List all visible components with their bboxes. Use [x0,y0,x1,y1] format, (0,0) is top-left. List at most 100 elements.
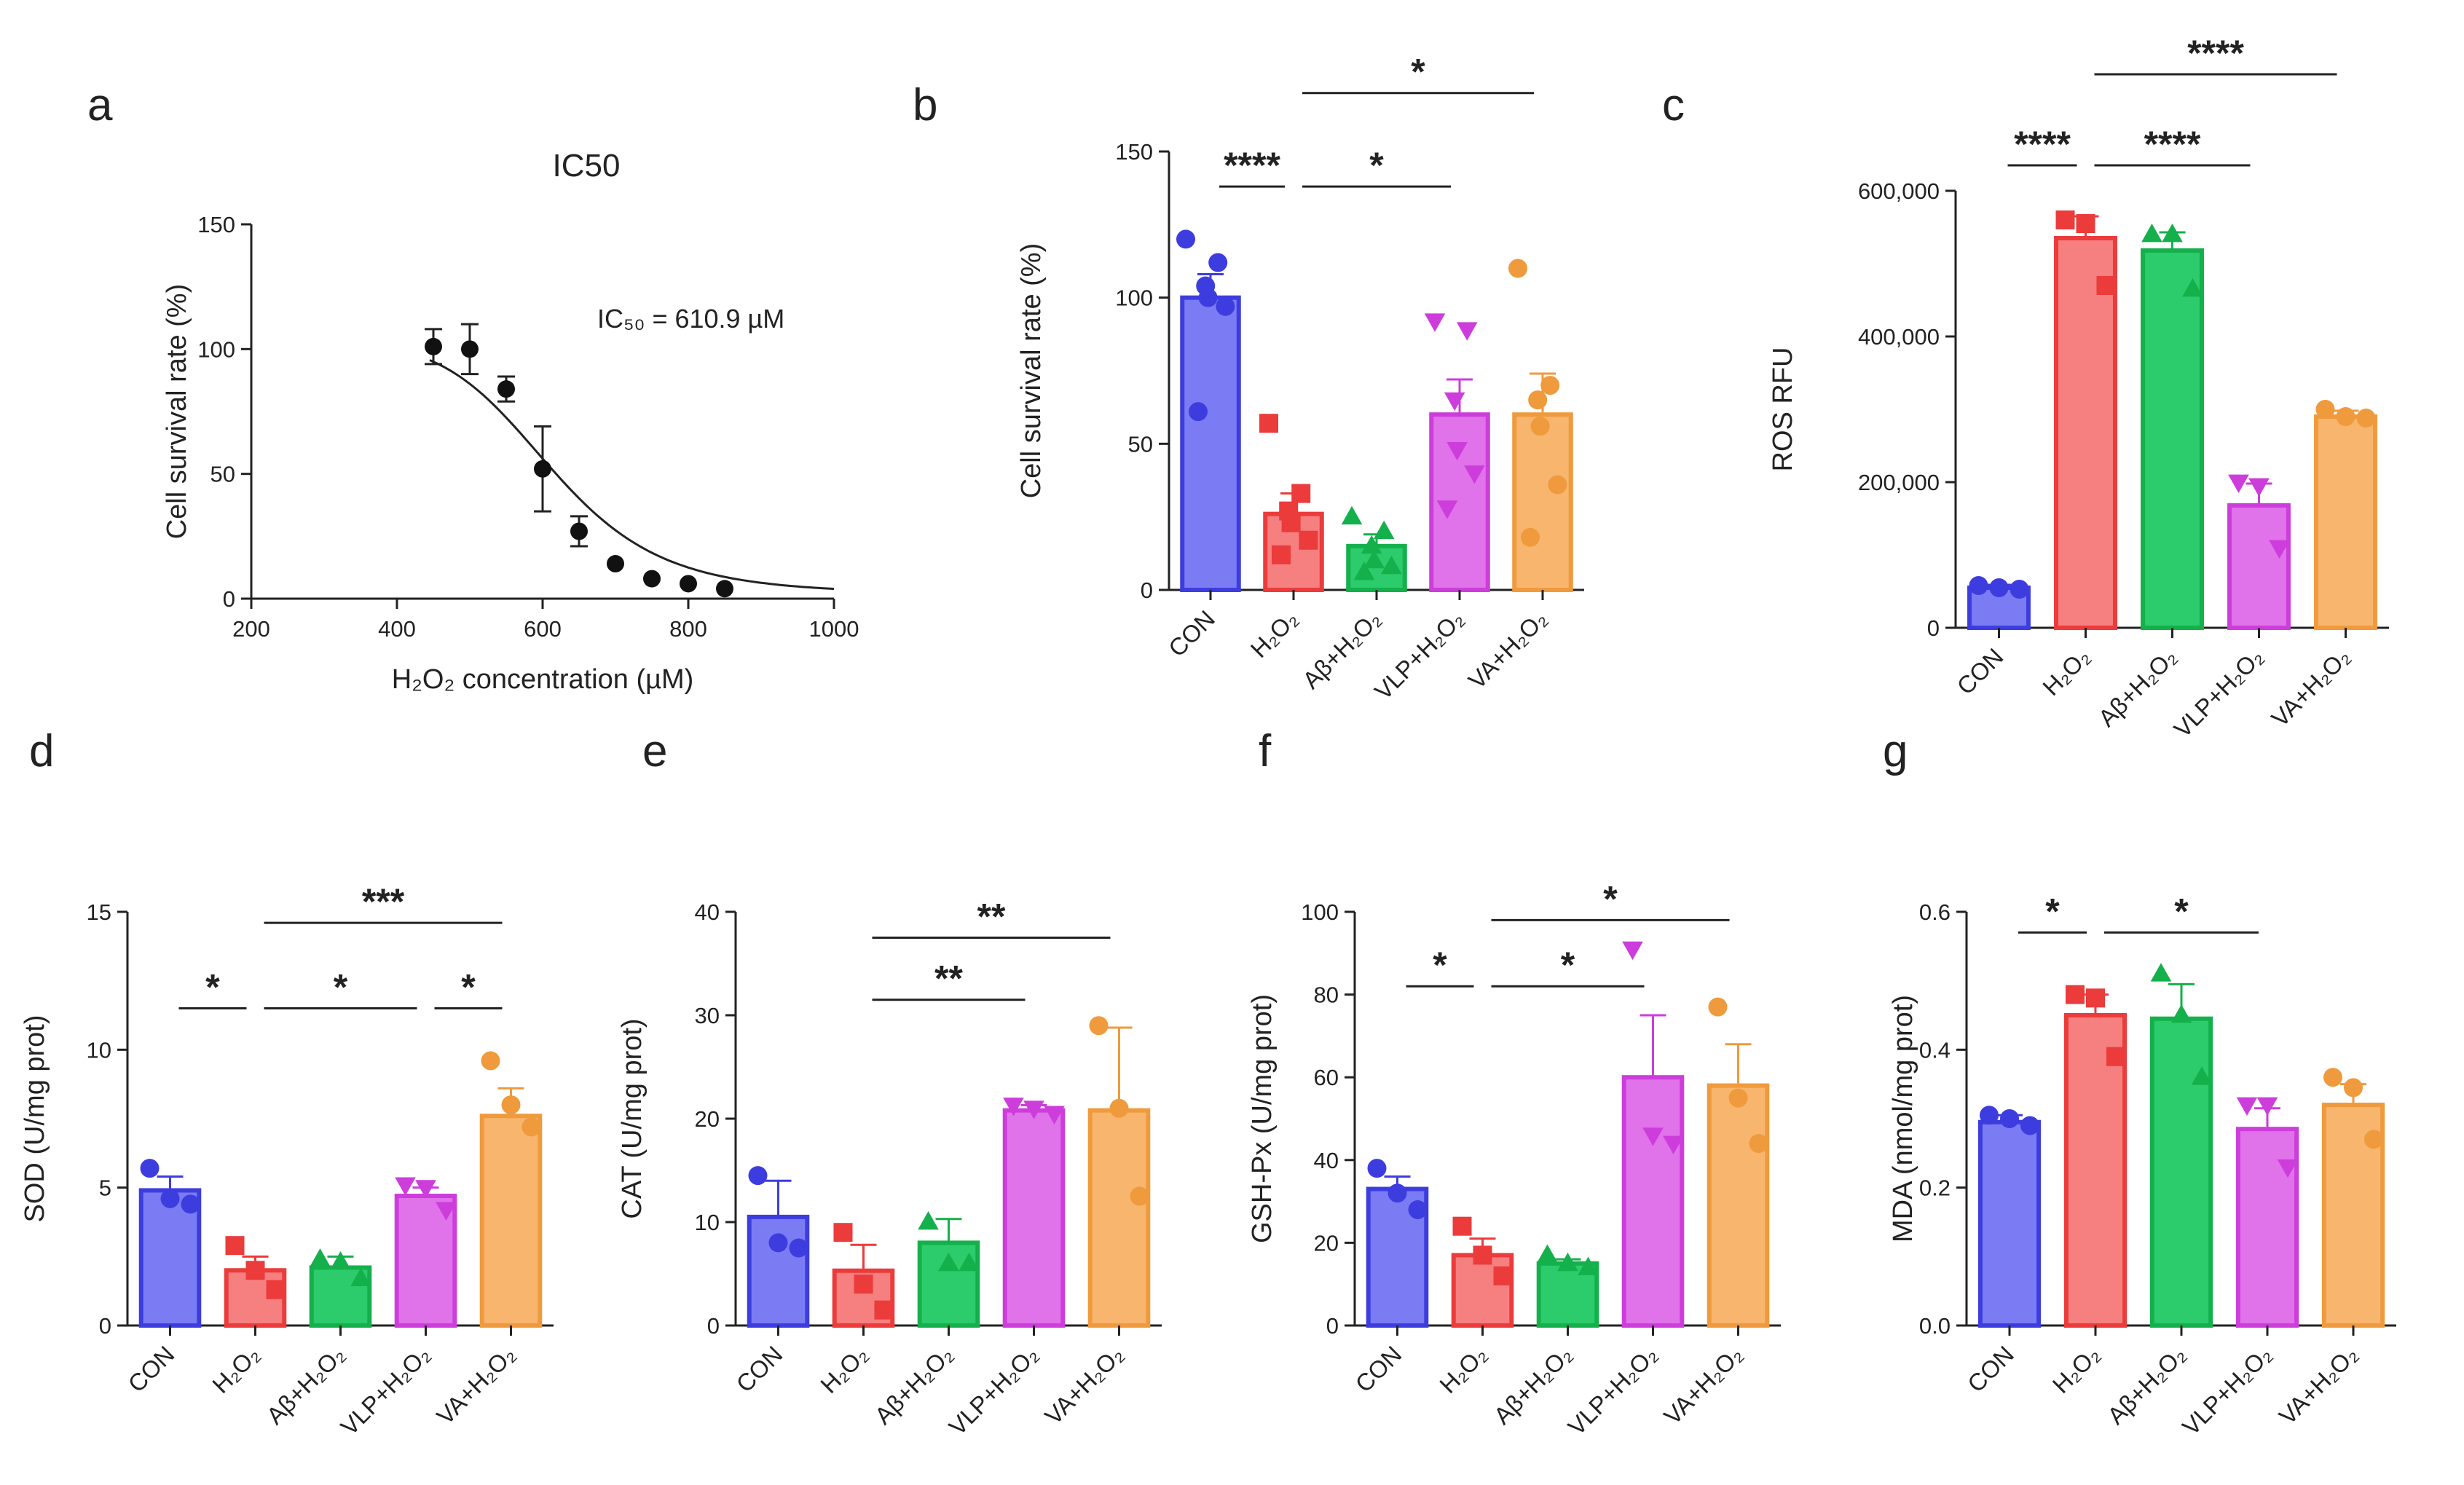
data-point [2000,1109,2019,1128]
data-point [854,1275,873,1294]
data-point [1493,1266,1513,1285]
bar [2235,1127,2299,1328]
data-point [1003,1098,1024,1116]
data-point [1189,402,1208,422]
data-point [2020,1116,2039,1135]
data-point [1578,1256,1599,1275]
y-tick-label: 0 [707,1313,720,1339]
data-point [1464,465,1485,484]
data-point [2182,278,2203,297]
bar [1002,1108,1066,1328]
y-axis-label: GSH-Px (U/mg prot) [1247,994,1278,1243]
y-tick-label: 0.0 [1919,1313,1951,1339]
data-point [1408,1200,1428,1219]
panel-label: c [1662,80,1685,130]
y-axis-label: Cell survival rate (%) [162,284,192,540]
data-point [140,1159,160,1178]
data-point [643,570,661,588]
data-point [266,1280,286,1299]
y-tick-label: 0 [1927,615,1940,641]
data-point [1259,414,1278,433]
bar [479,1114,543,1328]
data-point [436,1202,457,1221]
significance-label: * [205,967,220,1008]
data-point [874,1300,894,1320]
data-point [833,1223,853,1242]
data-point [959,1252,980,1272]
data-point [1980,1106,1999,1125]
data-point [225,1236,245,1256]
data-point [1708,997,1728,1017]
data-point [570,522,588,540]
data-point [330,1250,351,1270]
data-point [1728,1088,1748,1108]
data-point [2086,988,2105,1008]
panel-a: a 0 50 100 150 200 400 600 800 1000 IC50 H₂O₂ conce… [87,80,859,695]
y-tick-label: 0.4 [1919,1037,1951,1063]
data-point [1436,500,1458,519]
data-point [2228,474,2249,493]
significance-label: *** [362,881,405,922]
data-point [521,1117,541,1137]
data-point [1749,1134,1768,1154]
data-point [1452,1216,1472,1236]
data-point [789,1238,808,1258]
data-point [1557,1252,1578,1272]
data-point [1642,1127,1664,1146]
y-tick-label: 0 [1141,578,1153,603]
ic50-annotation: IC₅₀ = 610.9 µM [597,304,784,334]
bar [1977,1119,2042,1328]
significance-label: * [334,967,348,1008]
data-point [1281,513,1301,532]
data-point [2256,1097,2278,1116]
data-point [1473,1245,1492,1265]
data-point [425,337,442,355]
significance-label: * [1433,945,1447,985]
data-point [1528,390,1548,410]
data-point [1663,1135,1684,1155]
data-point [1299,530,1318,550]
y-tick-label: 0 [99,1313,111,1339]
significance-label: * [461,967,476,1008]
y-tick-label: 100 [1115,285,1153,311]
significance-label: ** [934,958,963,999]
y-tick-label: 60 [1314,1065,1339,1090]
data-point [2323,1068,2342,1087]
data-point [497,380,515,398]
panel-label: e [642,726,667,776]
y-tick-label: 80 [1314,982,1339,1008]
significance-label: **** [2144,124,2201,165]
data-point [160,1189,180,1208]
data-point [2141,224,2162,243]
data-point [1388,1183,1407,1203]
data-point [2096,276,2116,295]
data-point [607,555,624,573]
data-point [310,1248,331,1267]
data-point [1540,376,1560,395]
data-point [2150,963,2172,982]
data-point [2066,985,2085,1004]
significance-label: * [1369,145,1384,186]
y-tick-label: 100 [197,336,235,362]
data-point [748,1166,768,1186]
significance-label: * [1561,945,1575,985]
bar [1512,412,1573,593]
data-point [395,1177,416,1196]
bar [2227,503,2291,630]
y-tick-label: 10 [87,1037,111,1063]
data-point [1176,229,1195,249]
data-point [461,340,479,358]
y-tick-label: 20 [1314,1230,1339,1256]
data-point [1521,527,1540,547]
data-point [1444,392,1465,411]
panel-label: d [29,726,54,776]
y-axis-label: Cell survival rate (%) [1016,243,1047,499]
data-point [1537,1244,1558,1263]
data-point [2076,214,2095,233]
y-axis-label: ROS RFU [1768,347,1798,472]
data-point [1044,1106,1065,1124]
x-tick-label: 600 [524,616,562,642]
y-tick-label: 150 [1115,139,1153,165]
data-point [1208,253,1228,272]
